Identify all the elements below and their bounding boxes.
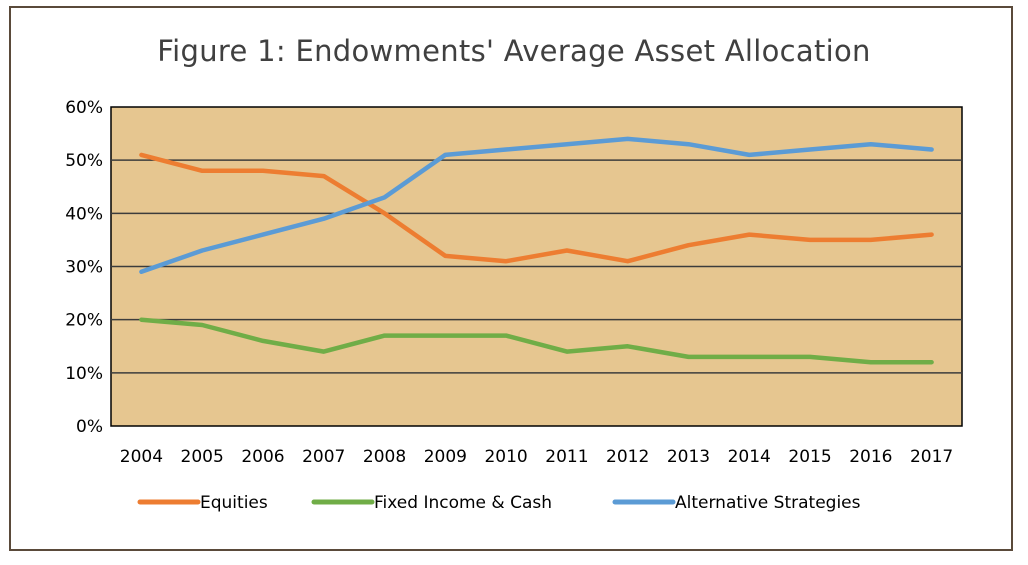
x-tick-label: 2017 [910, 447, 953, 467]
y-tick-label: 10% [65, 364, 103, 384]
x-tick-label: 2005 [181, 447, 224, 467]
x-tick-label: 2010 [484, 447, 527, 467]
x-tick-label: 2011 [545, 447, 588, 467]
x-tick-label: 2013 [667, 447, 710, 467]
y-tick-label: 50% [65, 151, 103, 171]
legend-label: Equities [200, 493, 268, 513]
x-tick-label: 2015 [788, 447, 831, 467]
legend-label: Fixed Income & Cash [374, 493, 552, 513]
series-line-alternative-strategies [139, 136, 934, 275]
y-tick-label: 20% [65, 311, 103, 331]
legend-label: Alternative Strategies [675, 493, 861, 513]
chart-title: Figure 1: Endowments' Average Asset Allo… [157, 34, 871, 68]
series-line-fixed-income-cash [139, 317, 934, 365]
x-tick-label: 2007 [302, 447, 345, 467]
x-tick-label: 2004 [120, 447, 163, 467]
y-tick-label: 40% [65, 204, 103, 224]
x-tick-label: 2006 [241, 447, 284, 467]
y-tick-label: 60% [65, 98, 103, 118]
series-line-equities [139, 152, 934, 264]
x-tick-label: 2008 [363, 447, 406, 467]
x-tick-label: 2016 [849, 447, 892, 467]
x-tick-label: 2014 [728, 447, 771, 467]
y-tick-label: 30% [65, 258, 103, 278]
y-tick-label: 0% [76, 417, 103, 437]
x-tick-label: 2009 [424, 447, 467, 467]
x-tick-label: 2012 [606, 447, 649, 467]
